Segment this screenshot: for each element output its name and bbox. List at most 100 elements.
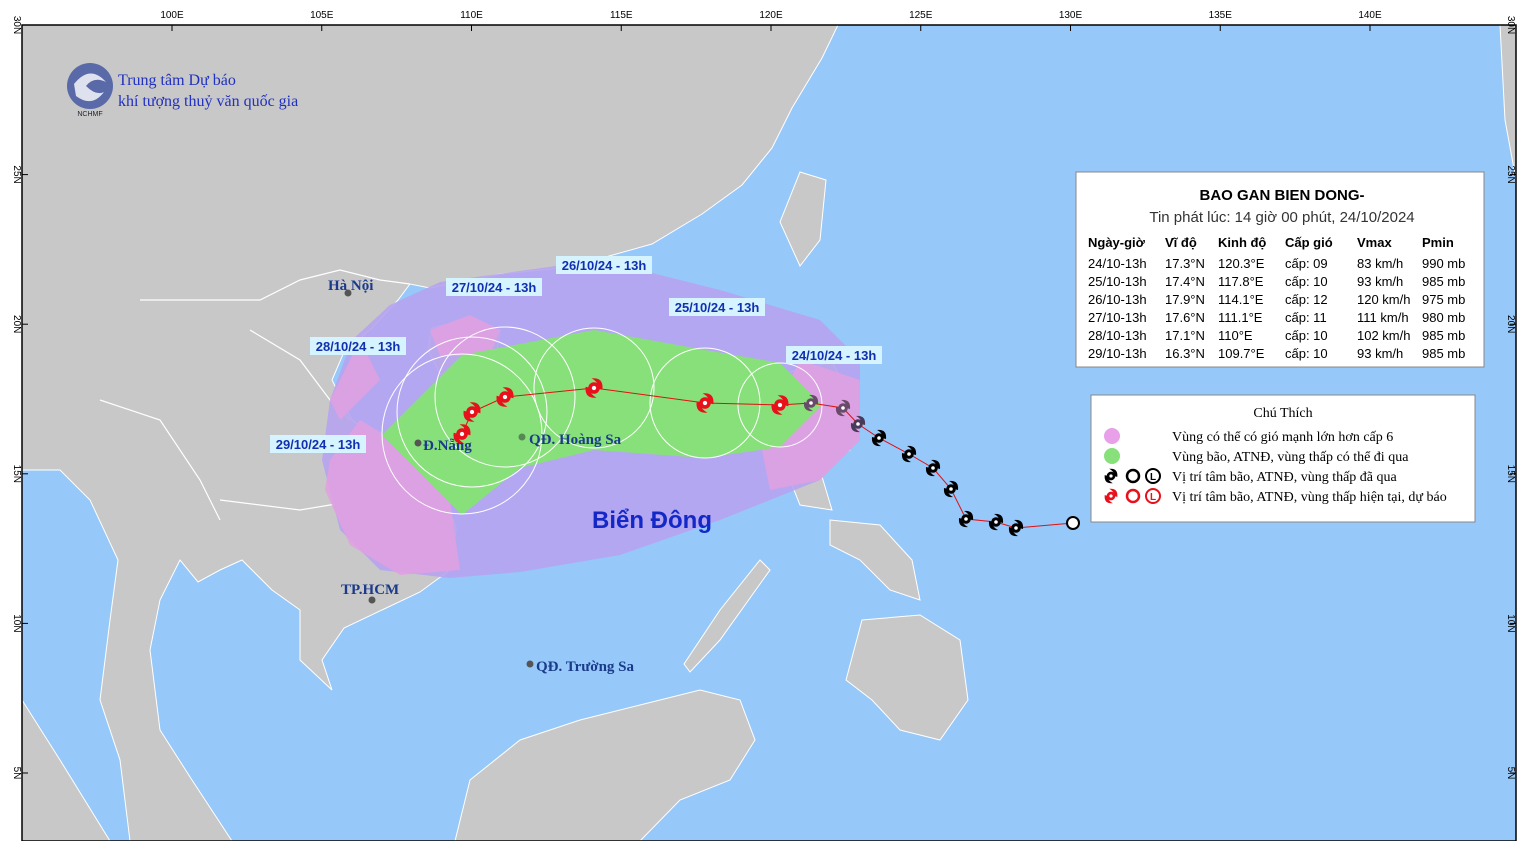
place-dot [368, 596, 376, 604]
lat-label: 20N [1505, 315, 1516, 333]
sea-label: Biển Đông [592, 507, 712, 534]
place-label: Hà Nội [328, 278, 373, 294]
track-label-bg [270, 435, 366, 453]
table-cell: 26/10-13h [1088, 292, 1147, 307]
places: Hà Nội Đ.Nẵng QĐ. Hoàng Sa TP.HCM QĐ. Tr… [328, 278, 712, 675]
track-label: 26/10/24 - 13h [562, 258, 647, 273]
org-name: khí tượng thuỷ văn quốc gia [118, 93, 298, 110]
lat-label: 25N [11, 165, 22, 183]
table-cell: 980 mb [1422, 310, 1465, 325]
lat-label: 20N [11, 315, 22, 333]
org-name: Trung tâm Dự báo [118, 72, 236, 89]
table-cell: 17.9°N [1165, 292, 1205, 307]
table-cell: cấp: 12 [1285, 292, 1328, 307]
place-label: Đ.Nẵng [423, 438, 472, 454]
info-table: Ngày-giờ Vĩ độ Kinh độ Cấp gió Vmax Pmin 24/10… [1088, 235, 1465, 361]
legend-icon [1125, 488, 1141, 504]
lat-label: 25N [1505, 165, 1516, 183]
lon-label: 120E [759, 10, 783, 21]
table-header: Kinh độ [1218, 235, 1266, 250]
table-cell: 17.1°N [1165, 328, 1205, 343]
lon-label: 100E [160, 10, 184, 21]
legend-icon [1145, 468, 1161, 484]
table-header: Cấp gió [1285, 235, 1333, 250]
lat-label: 30N [1505, 16, 1516, 34]
table-cell: cấp: 10 [1285, 346, 1328, 361]
info-title: BAO GAN BIEN DONG- [1200, 187, 1365, 204]
table-cell: 17.6°N [1165, 310, 1205, 325]
table-cell: 17.4°N [1165, 274, 1205, 289]
track-label: 25/10/24 - 13h [675, 300, 760, 315]
table-header: Pmin [1422, 235, 1454, 250]
info-box: BAO GAN BIEN DONG- Tin phát lúc: 14 giờ … [1075, 171, 1485, 368]
table-cell: cấp: 11 [1285, 310, 1327, 325]
track-label: 29/10/24 - 13h [276, 437, 361, 452]
track-label-bg [786, 346, 882, 364]
info-issued: Tin phát lúc: 14 giờ 00 phút, 24/10/2024 [1149, 209, 1414, 226]
place-dot [526, 660, 534, 668]
logo: NCHMF Trung tâm Dự báo khí tượng thuỷ vă… [67, 63, 298, 118]
legend-icon [1145, 488, 1161, 504]
table-cell: 93 km/h [1357, 346, 1403, 361]
place-label: QĐ. Trường Sa [536, 659, 635, 675]
legend-item: Vùng có thể có gió mạnh lớn hơn cấp 6 [1172, 430, 1393, 445]
legend-title: Chú Thích [1253, 406, 1312, 421]
lon-label: 110E [460, 10, 483, 21]
wind-area-land [325, 315, 860, 575]
legend-item: Vùng bão, ATNĐ, vùng thấp có thể đi qua [1172, 450, 1409, 465]
lat-label: 10N [11, 614, 22, 632]
table-header: Vĩ độ [1165, 235, 1197, 250]
lat-label: 15N [1505, 465, 1516, 483]
lon-label: 125E [909, 10, 933, 21]
lon-label: 130E [1059, 10, 1083, 21]
place-label: TP.HCM [341, 582, 399, 598]
place-dot [344, 289, 352, 297]
table-cell: 120 km/h [1357, 292, 1410, 307]
track-label-bg [310, 337, 406, 355]
table-cell: 102 km/h [1357, 328, 1410, 343]
table-cell: cấp: 10 [1285, 274, 1328, 289]
lat-label: 15N [11, 465, 22, 483]
logo-swirl [74, 73, 106, 102]
table-cell: cấp: 10 [1285, 328, 1328, 343]
lat-ticks: 30N 30N 25N 25N 20N 20N 15N 15N 10N 10N 5N 5N [11, 16, 1516, 779]
legend-item: Vị trí tâm bão, ATNĐ, vùng thấp đã qua [1172, 470, 1398, 485]
legend-low-symbol: L [1150, 492, 1156, 503]
table-cell: 93 km/h [1357, 274, 1403, 289]
legend-item: Vị trí tâm bão, ATNĐ, vùng thấp hiện tại… [1172, 490, 1447, 505]
legend-icon [1125, 468, 1141, 484]
track-label-bg [669, 298, 765, 316]
lon-label: 140E [1358, 10, 1382, 21]
table-cell: 111.1°E [1218, 310, 1263, 325]
table-cell: 110°E [1218, 328, 1253, 343]
lat-label: 30N [11, 16, 22, 34]
table-cell: 111 km/h [1357, 310, 1409, 325]
table-cell: 109.7°E [1218, 346, 1265, 361]
table-cell: 28/10-13h [1088, 328, 1147, 343]
place-dot [518, 433, 526, 441]
table-cell: 120.3°E [1218, 256, 1265, 271]
track-label-bg [446, 278, 542, 296]
past-position [1066, 516, 1080, 530]
track-label: 24/10/24 - 13h [792, 348, 877, 363]
info-box-bg [1075, 171, 1485, 368]
logo-emblem [67, 63, 113, 109]
table-cell: 117.8°E [1218, 274, 1264, 289]
map-frame [21, 24, 1517, 841]
lat-label: 10N [1505, 614, 1516, 632]
track-labels: 26/10/24 - 13h 27/10/24 - 13h 25/10/24 - 1… [270, 256, 882, 453]
lon-label: 135E [1209, 10, 1233, 21]
table-cell: cấp: 09 [1285, 256, 1328, 271]
legend-low-symbol: L [1150, 472, 1156, 483]
table-cell: 27/10-13h [1088, 310, 1147, 325]
table-cell: 985 mb [1422, 328, 1465, 343]
place-label: QĐ. Hoàng Sa [529, 432, 622, 448]
table-header: Ngày-giờ [1088, 235, 1146, 250]
table-cell: 16.3°N [1165, 346, 1205, 361]
lon-label: 115E [610, 10, 633, 21]
table-cell: 114.1°E [1218, 292, 1264, 307]
table-cell: 25/10-13h [1088, 274, 1147, 289]
storm-cone [381, 326, 823, 515]
place-dot [414, 439, 422, 447]
